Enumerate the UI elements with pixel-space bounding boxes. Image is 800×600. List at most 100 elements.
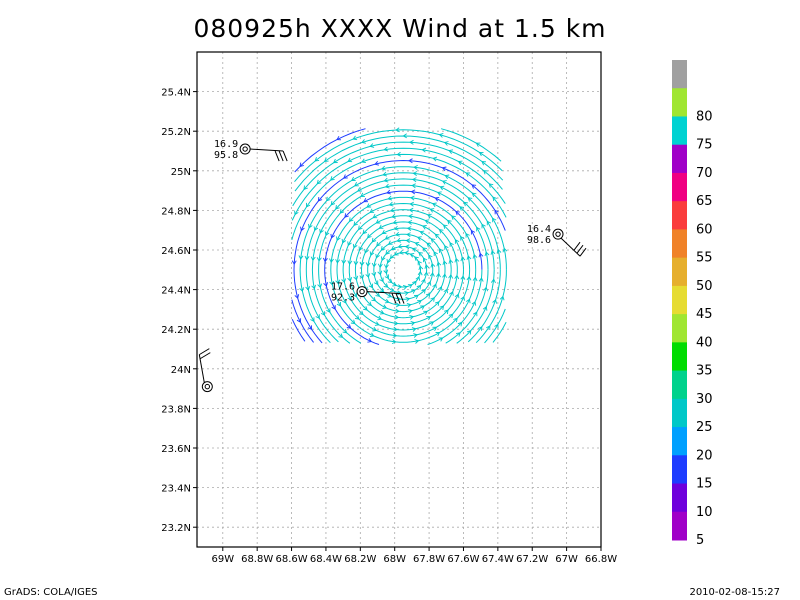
streamline-arrow (363, 197, 368, 203)
colorbar-label: 75 (696, 138, 713, 153)
streamline-arrow (438, 337, 444, 342)
streamline-arrow (386, 189, 391, 195)
station-marker: 16.498.6 (527, 224, 587, 257)
station-circle (201, 381, 213, 393)
streamline-arrow (466, 255, 472, 260)
streamline-arrow (454, 274, 460, 280)
streamline-arrow (411, 327, 417, 332)
streamline-arrow (419, 230, 425, 236)
streamline-arrow (393, 225, 399, 231)
streamline-arrow (379, 310, 385, 315)
streamline-arrow (329, 258, 334, 264)
streamline-arrow (413, 164, 418, 170)
streamline-arrow (387, 293, 393, 298)
streamline-arrow (411, 183, 416, 189)
station-value-top: 16.9 (214, 139, 238, 150)
streamline (291, 299, 314, 343)
streamline-arrow (424, 264, 430, 269)
streamline-arrow (353, 221, 358, 227)
streamline-arrow (357, 187, 362, 192)
streamline-arrow (408, 308, 413, 314)
streamline (324, 190, 483, 345)
streamline-arrow (426, 280, 432, 286)
colorbar-label: 70 (696, 166, 713, 181)
streamline-arrow (391, 213, 397, 219)
streamline-arrow (451, 215, 456, 220)
streamline-arrow (410, 320, 416, 326)
streamline-arrow (423, 310, 428, 316)
colorbar-swatch (672, 116, 687, 146)
colorbar-label: 60 (696, 222, 713, 237)
streamline-arrow (475, 142, 481, 147)
streamline-arrow (436, 272, 441, 278)
streamline-arrow (410, 195, 415, 201)
streamline-arrow (454, 257, 460, 263)
station-circle (356, 286, 368, 298)
streamline-arrow (416, 236, 422, 241)
streamline-arrow (377, 270, 383, 276)
station-value-bottom: 95.8 (214, 150, 238, 161)
colorbar-label: 35 (696, 364, 713, 379)
streamline-arrow (352, 243, 358, 249)
y-tick-label: 24.8N (161, 206, 191, 217)
streamline-arrow (317, 283, 323, 289)
streamline-arrow (395, 127, 400, 133)
streamline-arrow (426, 316, 432, 321)
streamline-arrow (377, 315, 383, 321)
streamline-arrow (373, 280, 379, 286)
streamline-arrow (374, 321, 380, 326)
streamline-arrow (381, 165, 386, 171)
streamline (475, 269, 507, 344)
colorbar-label: 40 (696, 335, 713, 350)
streamline-arrow (453, 317, 458, 323)
streamline-arrow (303, 185, 308, 191)
colorbar-swatch (672, 257, 687, 287)
streamline-arrow (375, 292, 381, 297)
streamline (291, 153, 507, 241)
streamline-arrow (404, 250, 409, 256)
streamline (354, 221, 452, 319)
streamline-arrow (409, 253, 415, 258)
streamline-arrow (397, 243, 403, 249)
streamline-arrow (442, 180, 447, 185)
streamline-arrow (372, 326, 378, 332)
y-tick-label: 23.2N (161, 523, 191, 534)
streamline (492, 321, 507, 343)
streamline-arrow (409, 139, 414, 145)
streamline-arrow (375, 253, 380, 259)
grads-credit: GrADS: COLA/IGES (4, 587, 98, 598)
streamline-arrow (484, 251, 490, 257)
streamline-arrow (421, 278, 426, 284)
streamline-arrow (369, 143, 375, 148)
streamline-layer (291, 127, 508, 345)
streamline-arrow (441, 166, 447, 172)
streamline-arrow (447, 219, 452, 225)
streamline-arrow (371, 271, 377, 277)
streamline-arrow (343, 174, 348, 179)
streamline-arrow (466, 329, 472, 335)
streamline-arrow (362, 229, 368, 235)
y-tick-label: 24N (171, 365, 191, 376)
streamline-arrow (364, 248, 369, 254)
streamline-arrow (405, 296, 411, 302)
streamline-arrow (483, 286, 489, 292)
x-tick-label: 68.8W (241, 554, 273, 565)
streamline-arrow (439, 248, 444, 253)
streamline-arrow (369, 332, 375, 338)
wind-barb-flag (199, 348, 210, 356)
streamline-arrow (323, 157, 329, 163)
streamline (367, 233, 440, 306)
streamline-arrow (367, 338, 373, 343)
y-tick-label: 23.6N (161, 444, 191, 455)
streamline-arrow (304, 255, 310, 261)
streamline-arrow (429, 272, 435, 277)
colorbar-swatch (672, 483, 687, 513)
streamline-arrow (430, 262, 436, 268)
streamline-arrow (384, 274, 389, 280)
x-tick-label: 68.2W (344, 554, 376, 565)
streamline-arrow (427, 213, 432, 219)
streamline-arrow (411, 289, 416, 294)
y-tick-label: 25.2N (161, 127, 191, 138)
streamline-arrow (384, 298, 390, 304)
streamline-arrow (369, 208, 375, 213)
